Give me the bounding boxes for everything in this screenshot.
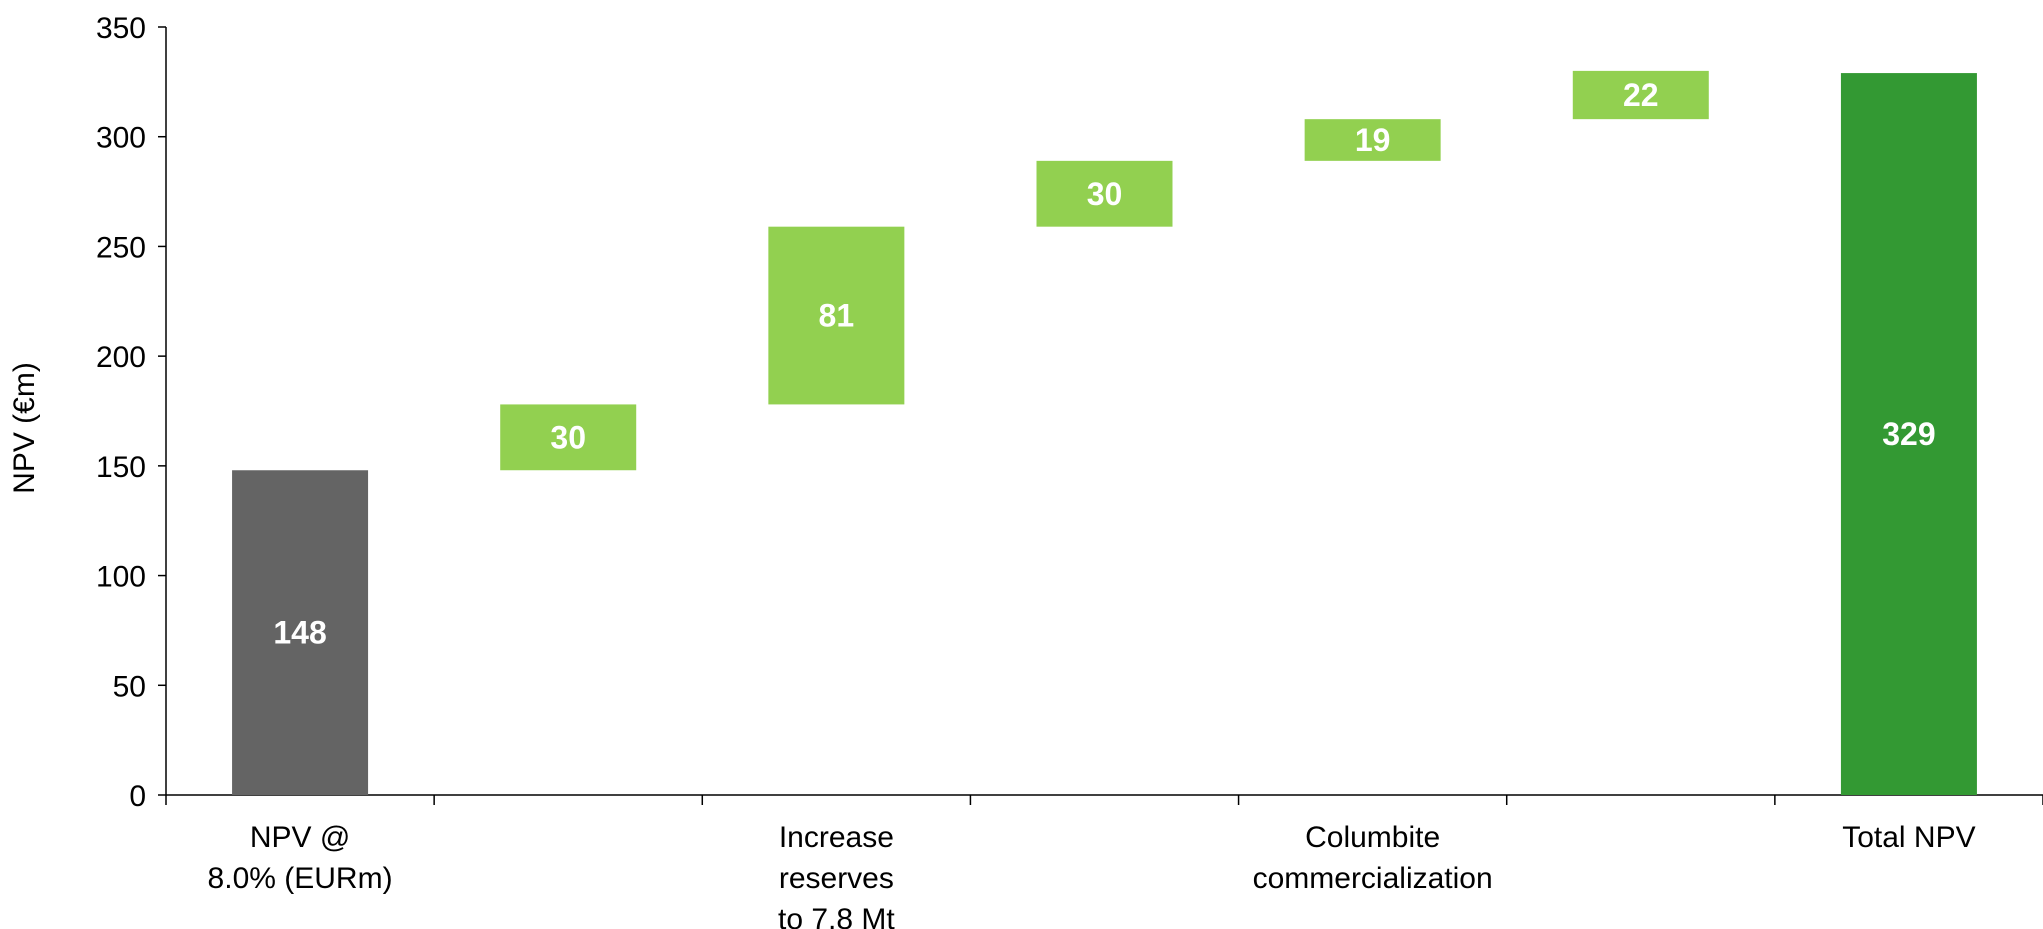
- category-label: 8.0% (EURm): [208, 862, 393, 895]
- category-label: Columbite: [1305, 821, 1440, 854]
- bar-value-label: 329: [1882, 416, 1935, 452]
- y-tick-label: 200: [96, 341, 146, 374]
- y-axis: 0 50 100 150 200 250 300 350: [96, 12, 167, 813]
- bar-value-label: 30: [550, 419, 586, 455]
- y-tick-label: 250: [96, 231, 146, 264]
- category-label: commercialization: [1253, 862, 1493, 895]
- category-labels-group: NPV @ 8.0% (EURm) Increase reserves to 7.8 M…: [208, 821, 1976, 929]
- increase-bar: [500, 404, 637, 471]
- x-axis: [165, 794, 2043, 805]
- bar-value-label: 19: [1355, 122, 1391, 158]
- y-tick-label: 350: [96, 12, 146, 45]
- increase-bar: [1572, 70, 1709, 120]
- increase-bar: [768, 226, 905, 405]
- category-label: reserves: [779, 862, 894, 895]
- bar-labels-group: 148 30 81 30 19 22 329: [273, 77, 1935, 651]
- y-tick-label: 100: [96, 561, 146, 594]
- y-tick-label: 150: [96, 451, 146, 484]
- bar-value-label: 22: [1623, 77, 1659, 113]
- y-tick-label: 50: [113, 670, 146, 703]
- start-bar: [232, 470, 369, 795]
- y-tick-label: 300: [96, 122, 146, 155]
- bar-value-label: 81: [819, 298, 855, 334]
- increase-bar: [1036, 160, 1173, 227]
- y-tick-label: 0: [129, 780, 146, 813]
- bars-group: [232, 70, 1977, 795]
- y-axis-title: NPV (€m): [8, 362, 41, 494]
- category-label: Increase: [779, 821, 894, 854]
- total-bar: [1840, 73, 1977, 795]
- category-label: NPV @: [250, 821, 350, 854]
- bar-value-label: 30: [1087, 176, 1123, 212]
- increase-bar: [1304, 119, 1441, 161]
- bar-value-label: 148: [273, 615, 326, 651]
- category-label: Total NPV: [1842, 821, 1975, 854]
- category-label: to 7.8 Mt: [778, 903, 895, 929]
